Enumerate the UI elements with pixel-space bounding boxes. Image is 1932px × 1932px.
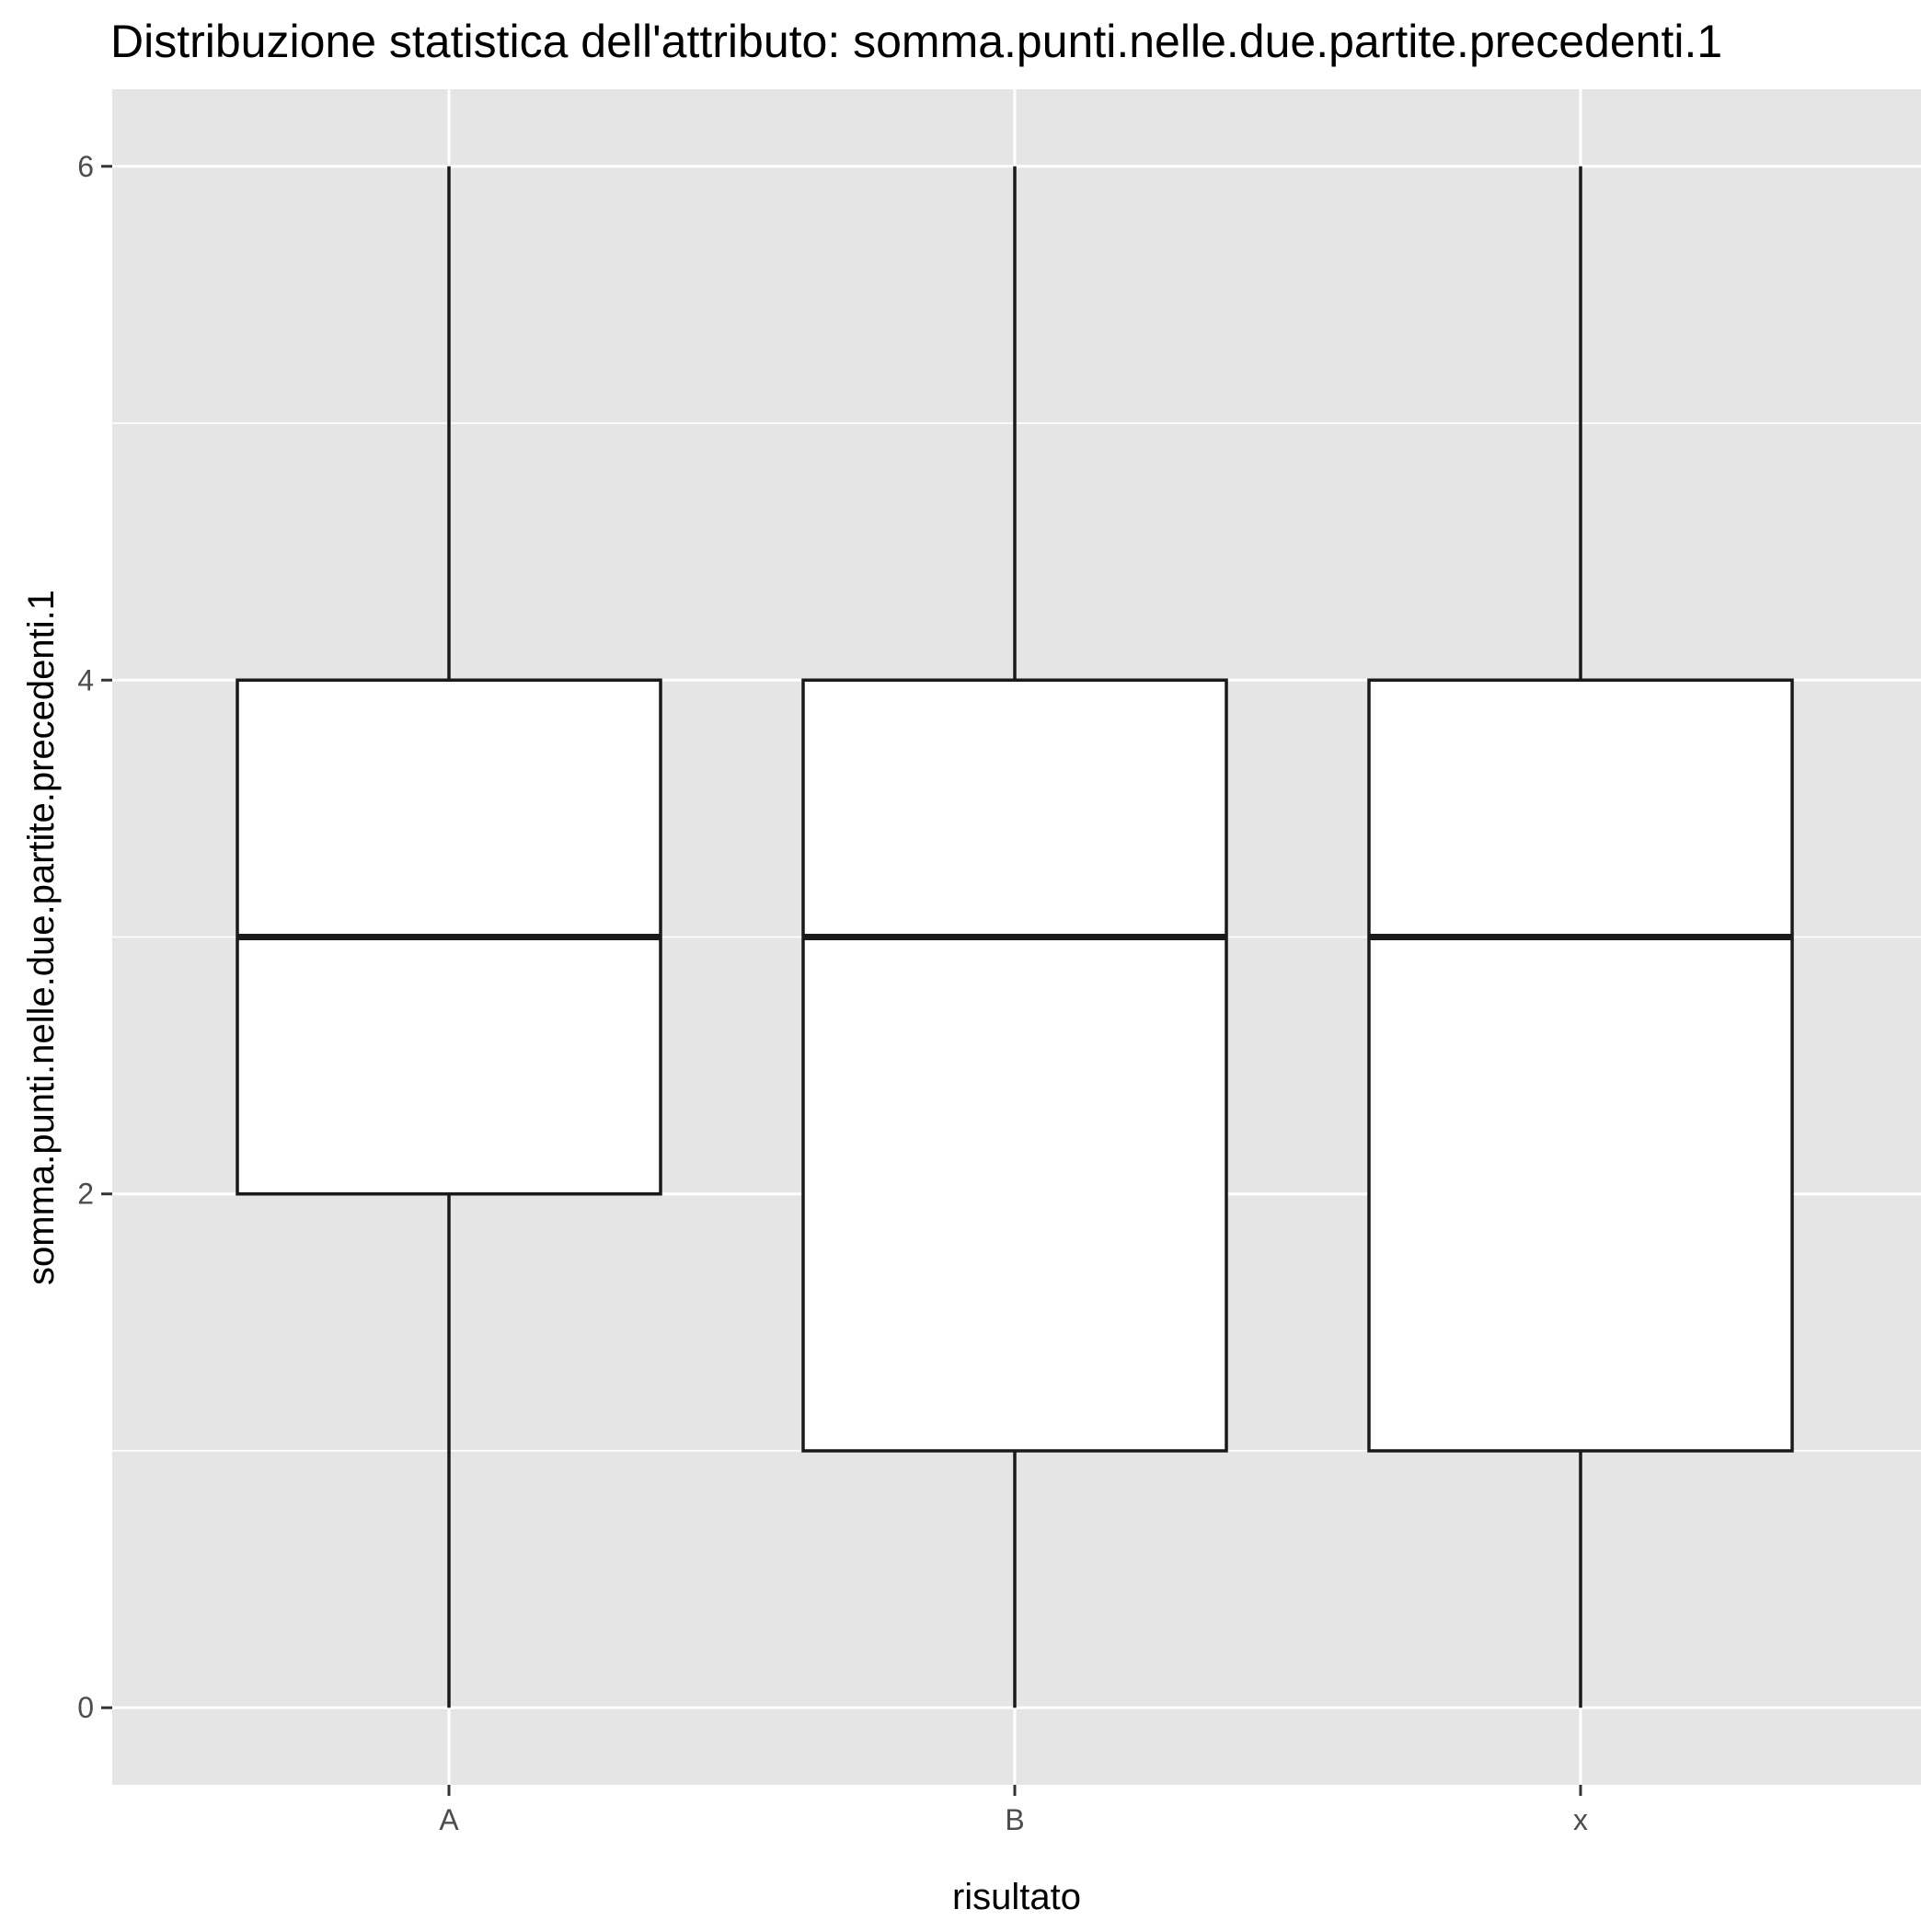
x-tick-label: A xyxy=(439,1803,459,1836)
y-axis-title: somma.punti.nelle.due.partite.precedenti… xyxy=(21,590,62,1285)
y-tick-label: 0 xyxy=(77,1691,94,1724)
y-tick-label: 6 xyxy=(77,150,94,183)
box-x xyxy=(1367,166,1794,1708)
chart-title: Distribuzione statistica dell'attributo:… xyxy=(110,16,1722,67)
x-tick-label: x xyxy=(1573,1803,1588,1836)
y-tick-label: 2 xyxy=(77,1178,94,1211)
x-tick-label: B xyxy=(1005,1803,1024,1836)
boxes xyxy=(236,166,1794,1708)
x-axis-title: risultato xyxy=(952,1877,1081,1917)
y-axis: 0 2 4 6 xyxy=(77,150,112,1724)
box-B xyxy=(801,166,1228,1708)
box-iqr xyxy=(1367,678,1794,1453)
box-A xyxy=(236,166,662,1708)
box-iqr xyxy=(801,678,1228,1453)
y-tick-label: 4 xyxy=(77,663,94,696)
